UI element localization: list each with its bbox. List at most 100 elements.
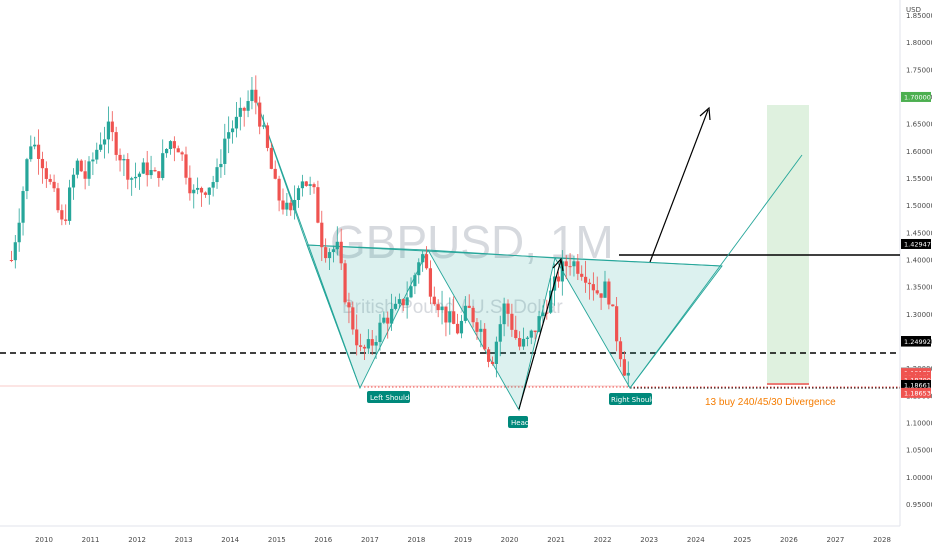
time-axis[interactable] bbox=[0, 526, 932, 550]
breakout-line bbox=[629, 154, 803, 389]
candle-body bbox=[161, 153, 165, 178]
candle-body bbox=[525, 337, 530, 339]
price-tags: 1.700001.429471.250951.249921.193201.191… bbox=[901, 91, 931, 398]
candle-body bbox=[576, 261, 580, 274]
candle-body bbox=[296, 188, 301, 200]
y-tick-label: 1.30000 bbox=[906, 311, 932, 319]
candle-body bbox=[126, 159, 130, 180]
candle-body bbox=[545, 312, 549, 314]
candle-body bbox=[64, 219, 68, 221]
candle-body bbox=[164, 149, 169, 154]
x-tick-label: 2019 bbox=[454, 536, 472, 544]
candle-body bbox=[79, 160, 83, 172]
candle-body bbox=[312, 184, 316, 188]
pattern-triangle-4 bbox=[554, 257, 723, 389]
x-tick-label: 2017 bbox=[361, 536, 379, 544]
candle-body bbox=[238, 107, 242, 117]
candle-body bbox=[490, 361, 495, 364]
candle-body bbox=[211, 182, 215, 188]
x-tick-label: 2022 bbox=[594, 536, 612, 544]
y-tick-label: 0.95000 bbox=[906, 501, 932, 509]
candle-body bbox=[467, 305, 471, 308]
candle-body bbox=[580, 273, 584, 277]
candle-body bbox=[203, 192, 207, 195]
candle-body bbox=[568, 266, 572, 268]
y-tick-label: 1.40000 bbox=[906, 257, 932, 265]
candle-body bbox=[172, 141, 176, 149]
candle-body bbox=[626, 372, 630, 376]
candle-body bbox=[176, 148, 180, 153]
candle-body bbox=[118, 154, 122, 161]
candle-body bbox=[227, 132, 231, 139]
candle-body bbox=[615, 306, 619, 342]
candle-body bbox=[463, 305, 467, 321]
price-tag bbox=[901, 380, 931, 390]
candle-body bbox=[452, 311, 456, 324]
candle-body bbox=[518, 338, 522, 347]
x-tick-label: 2018 bbox=[408, 536, 426, 544]
candle-body bbox=[537, 316, 541, 333]
candle-body bbox=[444, 306, 448, 323]
x-tick-label: 2020 bbox=[501, 536, 519, 544]
candle-body bbox=[265, 125, 270, 148]
candle-body bbox=[421, 254, 425, 263]
candle-body bbox=[487, 349, 491, 362]
candle-body bbox=[230, 128, 235, 133]
x-tick-label: 2013 bbox=[175, 536, 193, 544]
price-axis[interactable] bbox=[900, 0, 932, 526]
candle-body bbox=[17, 222, 21, 243]
candle-body bbox=[475, 322, 479, 332]
candle-body bbox=[498, 324, 502, 342]
candle-body bbox=[432, 296, 436, 305]
candle-body bbox=[556, 276, 561, 282]
y-tick-label: 1.10000 bbox=[906, 420, 932, 428]
candle-body bbox=[33, 144, 37, 147]
x-tick-label: 2027 bbox=[827, 536, 845, 544]
candle-body bbox=[397, 299, 401, 304]
candle-body bbox=[494, 341, 498, 364]
candle-body bbox=[455, 323, 460, 334]
x-tick-label: 2024 bbox=[687, 536, 705, 544]
x-tick-label: 2014 bbox=[221, 536, 239, 544]
projection-arrows bbox=[518, 106, 711, 410]
candle-body bbox=[599, 293, 603, 298]
candle-body bbox=[428, 268, 433, 297]
pattern-triangle-2 bbox=[306, 244, 429, 390]
candle-body bbox=[110, 121, 114, 133]
y-tick-label: 1.50000 bbox=[906, 202, 932, 210]
candle-body bbox=[242, 107, 246, 111]
candle-body bbox=[102, 139, 107, 145]
svg-text:Left Shoulder: Left Shoulder bbox=[370, 394, 417, 402]
left-shoulder-label: Left Shoulder bbox=[367, 391, 417, 403]
x-tick-label: 2015 bbox=[268, 536, 286, 544]
candle-body bbox=[149, 169, 153, 176]
candle-body bbox=[133, 176, 138, 179]
candle-body bbox=[29, 146, 33, 160]
candle-body bbox=[440, 306, 444, 311]
candle-body bbox=[258, 102, 262, 127]
candle-body bbox=[514, 329, 518, 339]
candle-body bbox=[510, 313, 514, 330]
candle-body bbox=[184, 154, 188, 178]
candle-body bbox=[549, 290, 553, 313]
candle-body bbox=[587, 282, 592, 285]
candle-body bbox=[21, 191, 25, 223]
candle-body bbox=[246, 101, 250, 111]
candle-body bbox=[40, 158, 45, 169]
candle-body bbox=[114, 132, 118, 155]
candle-body bbox=[382, 317, 386, 323]
candle-body bbox=[13, 242, 17, 261]
candle-body bbox=[583, 276, 588, 283]
head-shoulders-pattern bbox=[254, 96, 803, 412]
candle-body bbox=[355, 329, 359, 346]
candle-body bbox=[390, 308, 394, 324]
candle-body bbox=[564, 261, 568, 267]
candle-body bbox=[285, 202, 289, 210]
candle-body bbox=[541, 312, 545, 317]
y-tick-label: 1.80000 bbox=[906, 39, 932, 47]
candle-body bbox=[293, 199, 297, 211]
y-tick-label: 1.85000 bbox=[906, 12, 932, 20]
candle-body bbox=[409, 286, 413, 298]
